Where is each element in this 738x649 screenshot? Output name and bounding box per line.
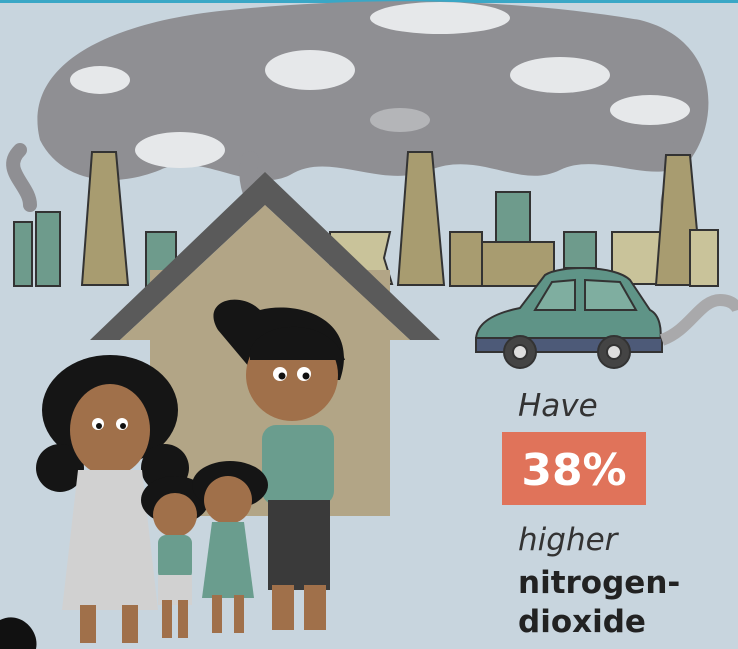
pollutant-line2: dioxide	[518, 604, 646, 640]
qualifier-text: higher	[518, 522, 620, 558]
smoke	[6, 1, 709, 259]
tire-fragment	[0, 617, 37, 649]
top-edge	[0, 0, 738, 3]
pollutant-line1: nitrogen-	[518, 565, 680, 601]
lead-text: Have	[518, 388, 598, 424]
family	[36, 299, 345, 643]
stat-text: 38%	[521, 445, 626, 496]
stat-box	[502, 432, 646, 505]
car	[475, 267, 738, 369]
factories	[13, 151, 719, 287]
